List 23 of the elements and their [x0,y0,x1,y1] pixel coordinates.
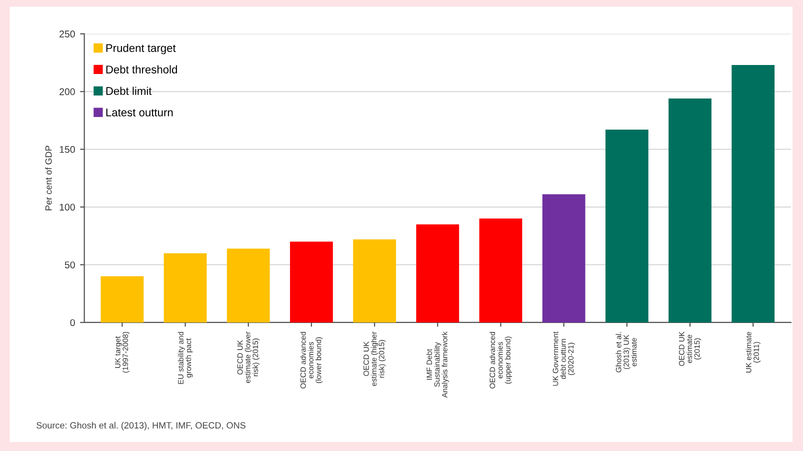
bar [226,248,270,322]
y-tick-label: 50 [64,261,75,268]
bar [542,194,586,322]
y-tick-label: 100 [60,204,75,211]
bar [732,65,775,322]
bar [479,218,522,322]
y-axis-title: Per cent of GDP [45,146,52,210]
y-tick-label: 150 [60,146,75,153]
legend-label: Latest outturn [106,108,173,116]
bar [164,253,207,322]
legend-label: Prudent target [106,44,176,54]
bar [416,224,460,322]
bar [605,130,648,322]
y-tick-label: 0 [70,319,75,326]
y-tick-label: 200 [60,88,75,96]
bar [668,98,712,322]
bar [290,242,333,322]
source-note: Source: Ghosh et al. (2013), HMT, IMF, OECD, ONS [36,422,246,430]
y-tick-label: 250 [60,30,75,38]
bar [100,276,144,322]
legend-label: Debt limit [106,86,152,95]
bar [353,239,396,322]
legend-label: Debt threshold [106,65,177,74]
